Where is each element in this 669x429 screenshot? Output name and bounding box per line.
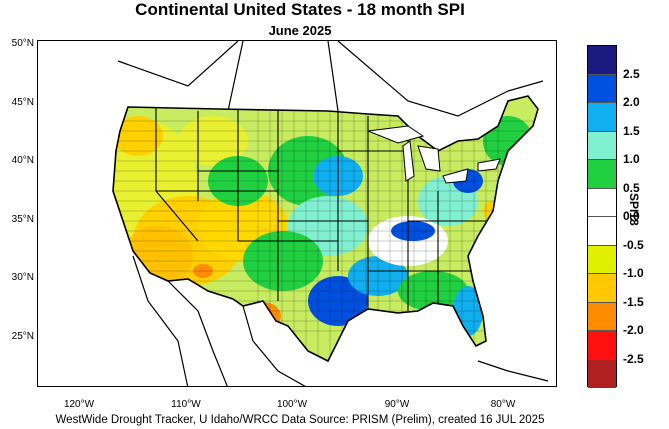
color-legend <box>587 45 617 388</box>
legend-label: 2.0 <box>623 95 640 109</box>
lon-tick-100: 100°W <box>276 399 308 410</box>
spi-map <box>37 40 557 387</box>
legend-swatch <box>588 103 616 132</box>
legend-label: 1.0 <box>623 152 640 166</box>
lat-tick-50: 50°N <box>11 38 34 49</box>
legend-swatch <box>588 302 616 331</box>
lon-tick-110: 110°W <box>171 399 201 410</box>
legend-swatch <box>588 245 616 274</box>
conus-outline <box>112 95 539 363</box>
lon-tick-90: 90°W <box>384 399 410 410</box>
legend-label: 1.5 <box>623 123 640 138</box>
legend-swatch <box>588 74 616 103</box>
legend-label: -1.5 <box>623 294 644 309</box>
data-source-credit: WestWide Drought Tracker, U Idaho/WRCC D… <box>55 414 545 426</box>
legend-label: -0.5 <box>623 237 644 252</box>
legend-swatch <box>588 331 616 360</box>
legend-label: 0.5 <box>623 180 640 195</box>
legend-label: -1.0 <box>623 266 644 280</box>
legend-swatch <box>588 160 616 189</box>
legend-label: -2.5 <box>623 351 644 366</box>
map-title: Continental United States - 18 month SPI <box>135 0 465 19</box>
lon-tick-80: 80°W <box>490 399 516 410</box>
great-lakes <box>367 125 501 184</box>
basemap-outlines <box>117 41 549 386</box>
legend-swatch <box>588 217 616 246</box>
state-boundaries <box>155 101 498 321</box>
spi-mosaic <box>113 96 538 361</box>
map-subtitle: June 2025 <box>268 23 332 38</box>
lat-tick-45: 45°N <box>11 97 34 108</box>
legend-swatch <box>588 46 616 75</box>
legend-label: -2.0 <box>623 323 644 337</box>
lat-tick-25: 25°N <box>11 331 34 342</box>
lat-tick-30: 30°N <box>11 272 34 283</box>
legend-swatch <box>588 274 616 303</box>
legend-swatch <box>588 188 616 217</box>
lat-tick-35: 35°N <box>11 214 34 225</box>
lat-tick-40: 40°N <box>11 155 34 166</box>
legend-label: 2.5 <box>623 66 640 81</box>
legend-swatch <box>588 359 616 388</box>
conus-map-svg <box>112 41 549 386</box>
lon-tick-120: 120°W <box>63 399 95 410</box>
legend-label: 0.0 <box>623 209 640 223</box>
legend-swatch <box>588 131 616 160</box>
